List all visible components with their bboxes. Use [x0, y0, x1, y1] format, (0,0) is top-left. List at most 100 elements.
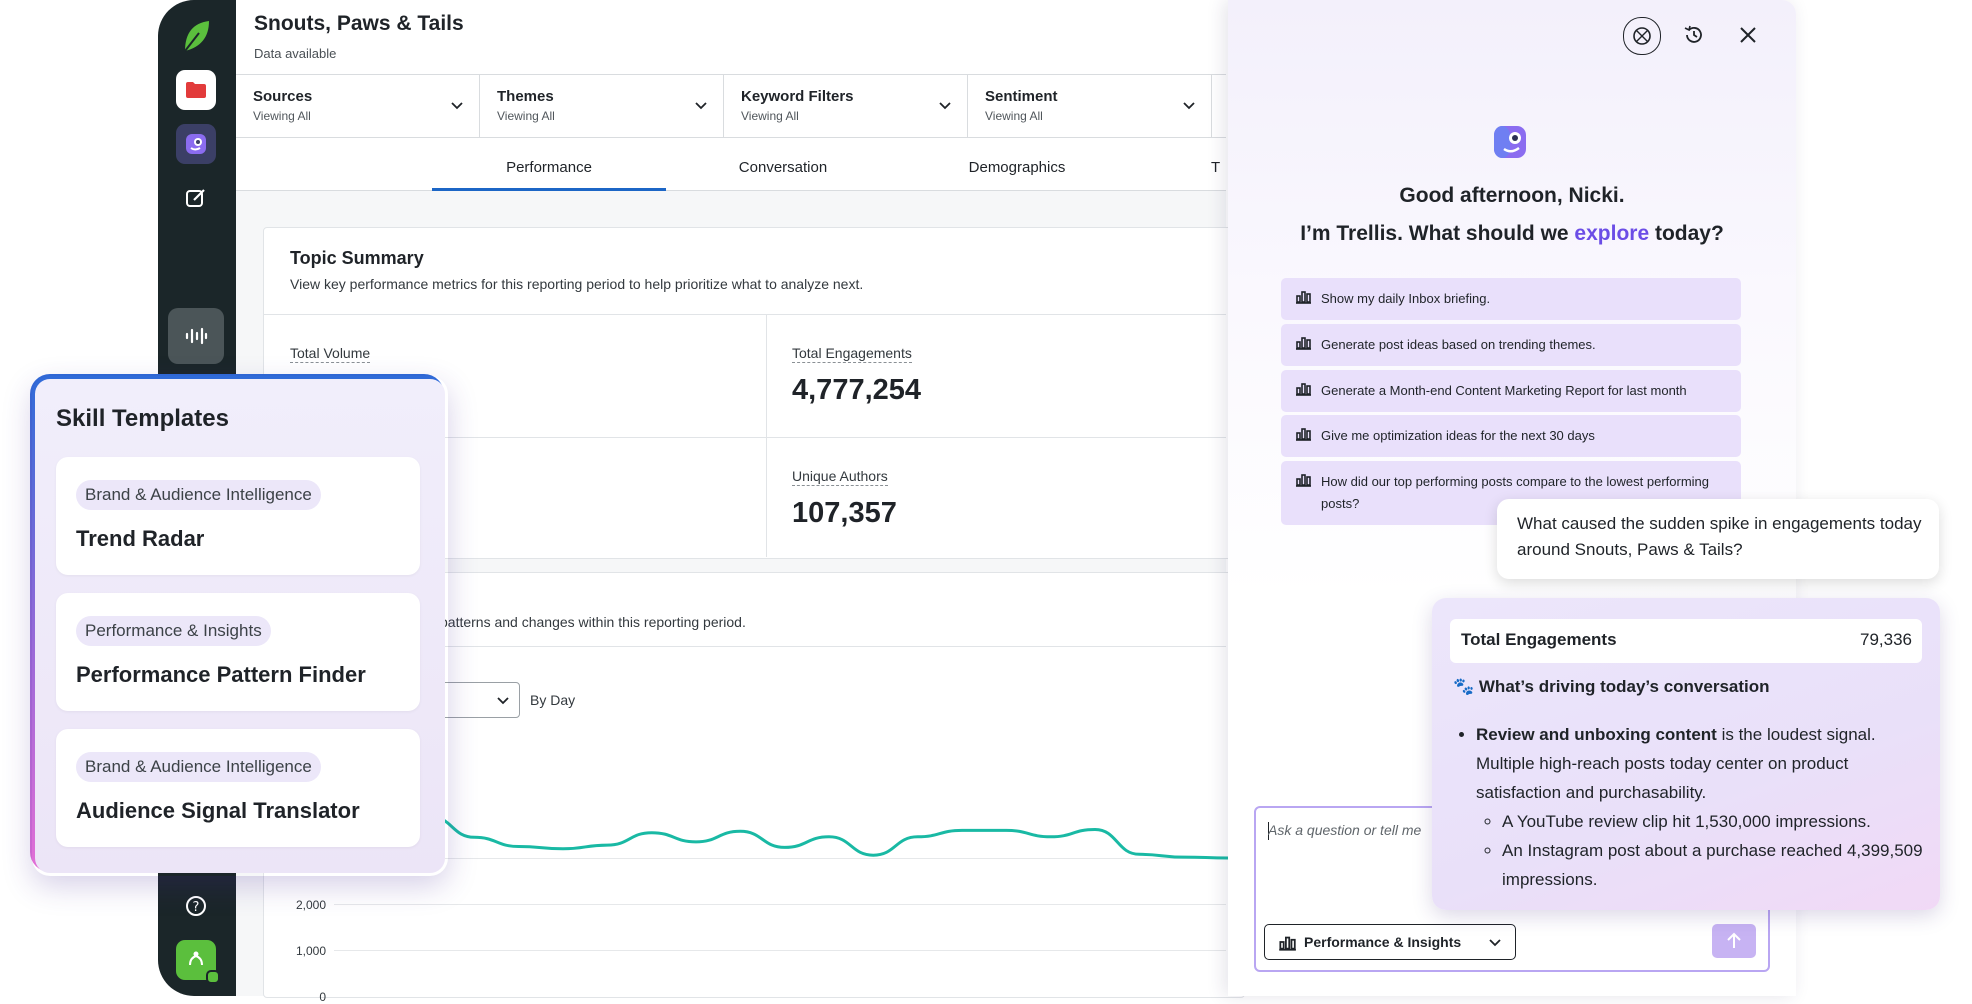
tab-performance[interactable]: Performance: [432, 138, 666, 191]
user-message-text: What caused the sudden spike in engageme…: [1517, 514, 1922, 559]
response-metric-label: Total Engagements: [1461, 630, 1617, 649]
tab-demographics[interactable]: Demographics: [968, 159, 1066, 176]
filter-bar: Sources Viewing All Themes Viewing All K…: [236, 74, 1226, 138]
listening-icon[interactable]: [168, 308, 224, 364]
skill-name: Audience Signal Translator: [76, 798, 360, 823]
metric-value-total-engagements: 4,777,254: [792, 374, 922, 406]
intro-text-end: today?: [1649, 222, 1724, 245]
chevron-down-icon: [939, 102, 951, 110]
tab-conversation[interactable]: Conversation: [738, 159, 828, 176]
skill-card-performance-pattern-finder[interactable]: Performance & Insights Performance Patte…: [56, 593, 420, 711]
filter-value: Viewing All: [985, 109, 1043, 123]
interval-select[interactable]: [430, 682, 520, 718]
divider: [264, 646, 1226, 647]
suggestion-text: Generate post ideas based on trending th…: [1321, 337, 1596, 352]
response-heading: 🐾 What’s driving today’s conversation: [1453, 677, 1770, 696]
filter-label: Themes: [497, 88, 554, 105]
suggestion-text: How did our top performing posts compare…: [1321, 474, 1710, 511]
user-avatar-icon[interactable]: [176, 940, 220, 984]
gridline: [334, 858, 1226, 859]
skill-selector-label[interactable]: Performance & Insights: [1304, 934, 1462, 950]
close-icon[interactable]: [1730, 17, 1766, 53]
chevron-down-icon: [497, 697, 509, 705]
filter-sources[interactable]: Sources Viewing All: [236, 75, 480, 137]
response-bullet: Review and unboxing content is the loude…: [1476, 720, 1928, 894]
interval-label: By Day: [530, 692, 576, 708]
divider: [766, 315, 767, 557]
tab-truncated[interactable]: T: [1211, 159, 1221, 176]
metric-value-unique-authors: 107,357: [792, 497, 897, 529]
chevron-down-icon: [695, 102, 707, 110]
svg-text:?: ?: [193, 900, 200, 915]
response-bullet-text: is the loudest signal. Multiple high-rea…: [1476, 725, 1876, 802]
response-sub-bullet: A YouTube review clip hit 1,530,000 impr…: [1502, 807, 1928, 836]
gridline: [334, 950, 1226, 951]
bar-chart-icon: [1296, 474, 1311, 487]
inbox-folder-icon[interactable]: [176, 70, 216, 110]
skill-category-tag: Brand & Audience Intelligence: [76, 752, 321, 782]
filter-sentiment[interactable]: Sentiment Viewing All: [968, 75, 1212, 137]
filter-keywords[interactable]: Keyword Filters Viewing All: [724, 75, 968, 137]
trellis-assistant-icon[interactable]: [176, 124, 216, 164]
page-title: Snouts, Paws & Tails: [254, 12, 464, 35]
filter-label: Sentiment: [985, 88, 1058, 105]
chat-input-placeholder[interactable]: Ask a question or tell me: [1268, 822, 1422, 838]
skill-selector-button[interactable]: [1264, 924, 1516, 960]
filter-value: Viewing All: [741, 109, 799, 123]
chevron-down-icon: [1489, 939, 1501, 947]
response-bullet-bold: Review and unboxing content: [1476, 725, 1717, 744]
suggestion-text: Give me optimization ideas for the next …: [1321, 428, 1595, 443]
metric-label-total-volume[interactable]: Total Volume: [290, 345, 371, 363]
gridline: [334, 904, 1226, 905]
filter-label: Sources: [253, 88, 313, 105]
suggestion-chip[interactable]: Generate a Month-end Content Marketing R…: [1281, 370, 1741, 412]
page-subtitle: Data available: [254, 46, 337, 61]
trend-description: patterns and changes within this reporti…: [440, 614, 746, 630]
chevron-down-icon: [451, 102, 463, 110]
y-tick-label: 2,000: [295, 898, 326, 912]
bar-chart-icon: [1279, 936, 1296, 951]
intro-accent-word: explore: [1574, 222, 1650, 245]
suggestion-chip[interactable]: Generate post ideas based on trending th…: [1281, 324, 1741, 366]
focus-mode-icon[interactable]: [1623, 17, 1661, 55]
response-metric-row: [1450, 619, 1922, 663]
topic-summary-title: Topic Summary: [290, 248, 424, 268]
chevron-down-icon: [1183, 102, 1195, 110]
bar-chart-icon: [1296, 337, 1311, 350]
send-button[interactable]: [1712, 924, 1756, 958]
skill-templates-title: Skill Templates: [56, 405, 229, 432]
suggestion-chip[interactable]: Show my daily Inbox briefing.: [1281, 278, 1741, 320]
skill-name: Performance Pattern Finder: [76, 662, 366, 687]
user-message-bubble: [1497, 499, 1939, 579]
metric-label-total-engagements[interactable]: Total Engagements: [792, 345, 912, 363]
arrow-up-icon: [1727, 932, 1741, 948]
compose-icon[interactable]: [176, 178, 216, 218]
divider: [264, 314, 1226, 315]
response-metric-value: 79,336: [1860, 630, 1912, 649]
history-icon[interactable]: [1676, 17, 1712, 53]
filter-label: Keyword Filters: [741, 88, 854, 105]
report-tabs: Performance Conversation Demographics T: [236, 138, 1226, 191]
skill-category-tag: Brand & Audience Intelligence: [76, 480, 321, 510]
skill-card-trend-radar[interactable]: Brand & Audience Intelligence Trend Rada…: [56, 457, 420, 575]
filter-themes[interactable]: Themes Viewing All: [480, 75, 724, 137]
skill-name: Trend Radar: [76, 526, 205, 551]
series-line: [428, 815, 1230, 860]
response-body: Review and unboxing content is the loude…: [1458, 720, 1928, 894]
bar-chart-icon: [1296, 383, 1311, 396]
topic-summary-description: View key performance metrics for this re…: [290, 276, 864, 292]
bar-chart-icon: [1296, 291, 1311, 304]
suggestion-chip[interactable]: Give me optimization ideas for the next …: [1281, 415, 1741, 457]
filter-value: Viewing All: [497, 109, 555, 123]
skill-card-audience-signal-translator[interactable]: Brand & Audience Intelligence Audience S…: [56, 729, 420, 847]
trellis-logo-icon: [1491, 122, 1531, 167]
filter-value: Viewing All: [253, 109, 311, 123]
intro-text-start: I’m Trellis. What should we: [1300, 222, 1575, 245]
greeting-text: Good afternoon, Nicki.: [1399, 184, 1625, 207]
metric-label-unique-authors[interactable]: Unique Authors: [792, 468, 888, 486]
help-icon[interactable]: ?: [176, 886, 216, 926]
sprout-logo-icon[interactable]: [176, 16, 216, 56]
suggestion-text: Show my daily Inbox briefing.: [1321, 291, 1491, 306]
response-sub-bullet: An Instagram post about a purchase reach…: [1502, 836, 1928, 894]
